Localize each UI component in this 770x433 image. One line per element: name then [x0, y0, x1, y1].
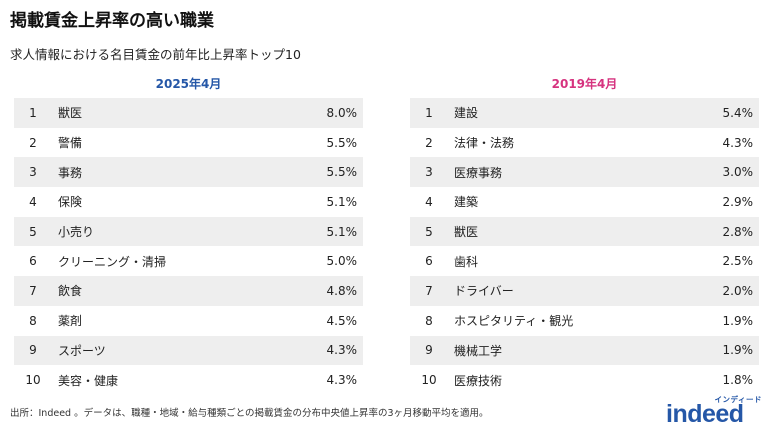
- table-header-2019: 2019年4月: [551, 77, 618, 91]
- table-row: 7 飲食 4.8%: [14, 276, 363, 306]
- rank-cell: 2: [425, 135, 433, 150]
- table-row: 9 スポーツ 4.3%: [14, 335, 363, 366]
- value-cell: 2.5%: [722, 254, 754, 269]
- source-footnote: 出所：Indeed 。データは、職種・地域・給与種類ごとの掲載賃金の分布中央値上…: [10, 408, 489, 419]
- rank-cell: 5: [425, 224, 433, 239]
- indeed-logo: インディード indeed: [666, 394, 762, 430]
- rank-cell: 1: [29, 105, 37, 120]
- ranking-table-2025: 2025年4月 1 獣医 8.0% 2 警備 5.5% 3 事務 5.5% 4 保険 5.1% 5 小売り…: [14, 74, 363, 395]
- job-cell: 医療技術: [454, 373, 503, 388]
- rank-cell: 10: [25, 373, 41, 388]
- ranking-rows-2025: 1 獣医 8.0% 2 警備 5.5% 3 事務 5.5% 4 保険 5.1% 5 小売り 5.1% 6 クリー…: [14, 98, 363, 395]
- rank-cell: 1: [425, 105, 433, 120]
- rank-cell: 2: [29, 135, 37, 150]
- table-row: 1 建設 5.4%: [410, 98, 759, 128]
- table-row: 5 小売り 5.1%: [14, 216, 363, 247]
- table-row: 3 医療事務 3.0%: [410, 157, 759, 188]
- rank-cell: 10: [421, 373, 437, 388]
- table-header-2025: 2025年4月: [155, 77, 222, 91]
- table-row: 9 機械工学 1.9%: [410, 335, 759, 366]
- job-cell: 警備: [58, 136, 83, 151]
- value-cell: 5.5%: [326, 135, 358, 150]
- job-cell: 獣医: [58, 106, 83, 121]
- rank-cell: 3: [29, 165, 37, 180]
- value-cell: 5.5%: [326, 165, 358, 180]
- value-cell: 2.8%: [722, 224, 754, 239]
- value-cell: 1.8%: [722, 373, 754, 388]
- table-row: 2 法律・法務 4.3%: [410, 128, 759, 158]
- table-row: 6 歯科 2.5%: [410, 246, 759, 276]
- table-row: 1 獣医 8.0%: [14, 98, 363, 128]
- rank-cell: 5: [29, 224, 37, 239]
- value-cell: 1.9%: [722, 313, 754, 328]
- page-title: 掲載賃金上昇率の高い職業: [10, 11, 214, 31]
- ranking-rows-2019: 1 建設 5.4% 2 法律・法務 4.3% 3 医療事務 3.0% 4 建築 2.9% 5 獣医 2.8%…: [410, 98, 759, 395]
- logo-wordmark: indeed: [666, 400, 744, 428]
- table-row: 3 事務 5.5%: [14, 157, 363, 188]
- rank-cell: 4: [425, 194, 433, 209]
- table-row: 8 ホスピタリティ・観光 1.9%: [410, 306, 759, 336]
- value-cell: 4.3%: [326, 373, 358, 388]
- table-row: 6 クリーニング・清掃 5.0%: [14, 246, 363, 276]
- value-cell: 5.1%: [326, 224, 358, 239]
- job-cell: 歯科: [454, 254, 479, 269]
- value-cell: 4.3%: [722, 135, 754, 150]
- job-cell: 獣医: [454, 225, 479, 240]
- value-cell: 4.5%: [326, 313, 358, 328]
- job-cell: スポーツ: [58, 343, 106, 358]
- value-cell: 2.0%: [722, 283, 754, 298]
- job-cell: クリーニング・清掃: [58, 254, 167, 269]
- value-cell: 1.9%: [722, 343, 754, 358]
- rank-cell: 6: [425, 254, 433, 269]
- value-cell: 3.0%: [722, 165, 754, 180]
- table-row: 8 薬剤 4.5%: [14, 306, 363, 336]
- value-cell: 5.1%: [326, 194, 358, 209]
- rank-cell: 7: [29, 283, 37, 298]
- value-cell: 5.0%: [326, 254, 358, 269]
- rank-cell: 9: [29, 343, 37, 358]
- rank-cell: 8: [425, 313, 433, 328]
- rank-cell: 6: [29, 254, 37, 269]
- logo-katakana: インディード: [714, 395, 762, 404]
- table-row: 7 ドライバー 2.0%: [410, 276, 759, 306]
- job-cell: 建築: [454, 195, 479, 210]
- table-row: 2 警備 5.5%: [14, 128, 363, 158]
- job-cell: 機械工学: [454, 343, 503, 358]
- ranking-table-2019: 2019年4月 1 建設 5.4% 2 法律・法務 4.3% 3 医療事務 3.0% 4 建築 2.9…: [410, 74, 759, 395]
- rank-cell: 8: [29, 313, 37, 328]
- job-cell: 事務: [58, 165, 83, 180]
- value-cell: 2.9%: [722, 194, 754, 209]
- job-cell: 薬剤: [58, 314, 83, 329]
- value-cell: 4.3%: [326, 343, 358, 358]
- job-cell: ホスピタリティ・観光: [454, 314, 574, 329]
- table-row: 4 建築 2.9%: [410, 187, 759, 217]
- job-cell: 建設: [454, 106, 479, 121]
- table-row: 4 保険 5.1%: [14, 187, 363, 217]
- table-row: 10 医療技術 1.8%: [410, 365, 759, 395]
- rank-cell: 4: [29, 194, 37, 209]
- rank-cell: 7: [425, 283, 433, 298]
- job-cell: 医療事務: [454, 165, 503, 180]
- page-subtitle: 求人情報における名目賃金の前年比上昇率トップ10: [10, 47, 301, 62]
- value-cell: 5.4%: [722, 105, 754, 120]
- job-cell: 飲食: [58, 284, 83, 299]
- job-cell: 美容・健康: [58, 373, 119, 388]
- rank-cell: 3: [425, 165, 433, 180]
- value-cell: 4.8%: [326, 283, 358, 298]
- job-cell: 保険: [58, 195, 83, 210]
- table-row: 10 美容・健康 4.3%: [14, 365, 363, 395]
- job-cell: 小売り: [58, 225, 95, 240]
- value-cell: 8.0%: [326, 105, 358, 120]
- job-cell: ドライバー: [454, 284, 514, 299]
- table-row: 5 獣医 2.8%: [410, 216, 759, 247]
- rank-cell: 9: [425, 343, 433, 358]
- job-cell: 法律・法務: [454, 136, 515, 151]
